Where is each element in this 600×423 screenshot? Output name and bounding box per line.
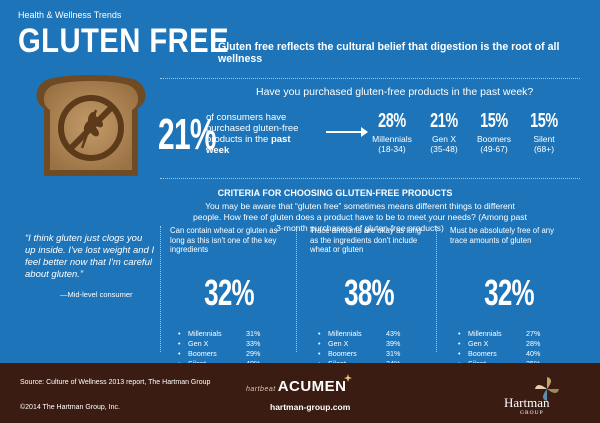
generation-percent: 15% — [480, 110, 508, 132]
quote-attribution: —Mid-level consumer — [60, 290, 133, 299]
criteria-description: Can contain wheat or gluten as long as t… — [170, 226, 278, 255]
generation-stat: 28% Millennials (18-34) — [362, 110, 422, 154]
table-row: • Boomers 31% — [318, 348, 401, 358]
table-row: • Gen X 33% — [178, 338, 261, 348]
criteria-description: Must be absolutely free of any trace amo… — [450, 226, 555, 245]
generation-stat: 15% Boomers (49-67) — [464, 110, 524, 154]
generation-ages: (49-67) — [480, 144, 508, 154]
table-row: • Millennials 27% — [458, 328, 541, 338]
generation-ages: (68+) — [533, 144, 555, 154]
arrow-icon — [326, 127, 368, 137]
generation-ages: (35-48) — [430, 144, 458, 154]
generation-percent: 21% — [430, 110, 458, 132]
generation-percent: 28% — [378, 110, 406, 132]
pinwheel-icon — [535, 377, 559, 401]
headline-text: of consumers have purchased gluten-free … — [206, 112, 299, 145]
generation-name: Millennials — [372, 134, 412, 144]
purchase-question: Have you purchased gluten-free products … — [256, 86, 534, 98]
generation-stat: 21% Gen X (35-48) — [414, 110, 474, 154]
generation-name: Boomers — [476, 134, 511, 144]
criteria-title: CRITERIA FOR CHOOSING GLUTEN-FREE PRODUC… — [217, 188, 453, 198]
hartbeat-acumen-logo: hartbeat ACUMEN — [246, 374, 352, 395]
tagline: Gluten free reflects the cultural belief… — [218, 41, 560, 65]
divider — [296, 226, 297, 352]
headline-percent: 21% — [158, 110, 217, 159]
criteria-percent: 32% — [484, 272, 534, 313]
criteria-percent: 38% — [344, 272, 394, 313]
criteria-column: Trace amounts are okay as long as the in… — [310, 226, 428, 368]
criteria-column: Must be absolutely free of any trace amo… — [450, 226, 568, 368]
table-row: • Boomers 29% — [178, 348, 261, 358]
divider — [160, 226, 161, 352]
divider — [436, 226, 437, 352]
criteria-column: Can contain wheat or gluten as long as t… — [170, 226, 288, 368]
kicker: Health & Wellness Trends — [18, 10, 122, 20]
sparkle-icon — [344, 374, 352, 382]
consumer-quote: “I think gluten just clogs you up inside… — [25, 233, 155, 280]
website-link[interactable]: hartman-group.com — [270, 402, 351, 412]
headline-bold: past week — [206, 134, 291, 156]
table-row: • Millennials 43% — [318, 328, 401, 338]
table-row: • Boomers 40% — [458, 348, 541, 358]
bread-no-wheat-icon — [36, 75, 146, 176]
headline-description: of consumers have purchased gluten-free … — [206, 112, 316, 156]
source-note: Source: Culture of Wellness 2013 report,… — [20, 379, 211, 386]
criteria-subtitle: You may be aware that “gluten free” some… — [193, 201, 527, 233]
table-row: • Gen X 28% — [458, 338, 541, 348]
criteria-percent: 32% — [204, 272, 254, 313]
generation-percent: 15% — [530, 110, 558, 132]
page-title: GLUTEN FREE — [18, 22, 230, 60]
table-row: • Gen X 39% — [318, 338, 401, 348]
divider — [160, 178, 580, 179]
copyright: ©2014 The Hartman Group, Inc. — [20, 404, 120, 411]
criteria-description: Trace amounts are okay as long as the in… — [310, 226, 422, 255]
divider — [160, 78, 580, 79]
footer — [0, 363, 600, 423]
generation-name: Gen X — [431, 134, 457, 144]
generation-ages: (18-34) — [378, 144, 406, 154]
generation-stat: 15% Silent (68+) — [514, 110, 574, 154]
generation-name: Silent — [533, 134, 555, 144]
table-row: • Millennials 31% — [178, 328, 261, 338]
